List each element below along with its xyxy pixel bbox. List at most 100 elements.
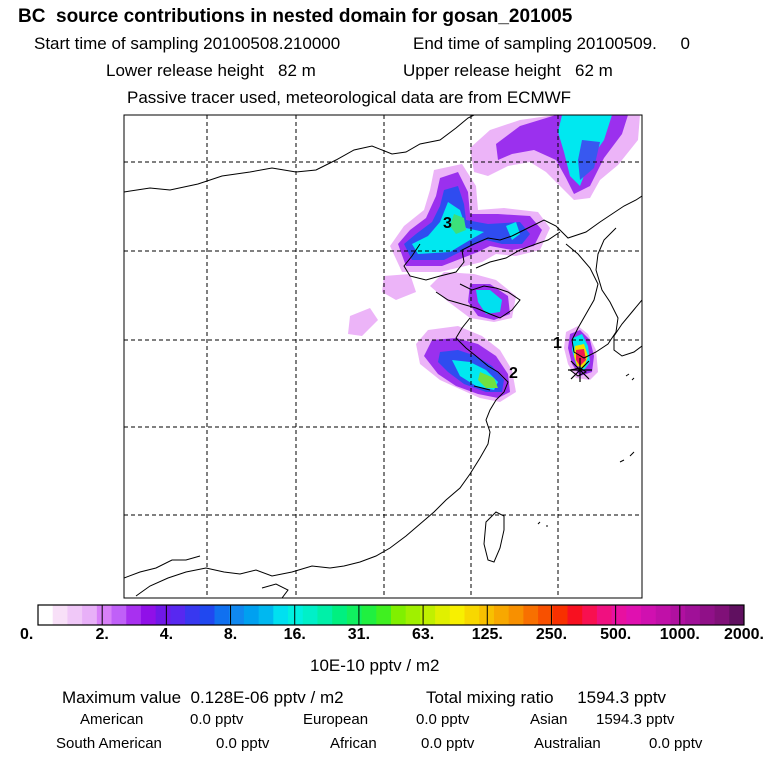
colorbar-cell: [243, 605, 260, 625]
region-value-australian: 0.0 pptv: [649, 735, 703, 752]
plume-3-cyan-east: [506, 222, 520, 240]
colorbar-cell: [685, 605, 701, 625]
colorbar-cell: [52, 605, 68, 625]
colorbar-cell: [626, 605, 642, 625]
colorbar-cell: [346, 605, 363, 625]
colorbar-cell: [611, 605, 627, 625]
plume-west-wisp: [348, 308, 378, 336]
source-label-3: 3: [443, 215, 452, 232]
map-frame: [123, 114, 643, 599]
colorbar-tick-label: 8.: [223, 626, 238, 643]
region-name-european: European: [303, 711, 369, 728]
korea-coast: [565, 227, 619, 359]
river-yangtze: [473, 385, 491, 391]
china-coast-north: [403, 235, 513, 281]
colorbar-cell: [67, 605, 83, 625]
lower-release-text: Lower release height 82 m: [106, 61, 316, 80]
total-mixing-value: 1594.3 pptv: [577, 688, 667, 707]
colorbar-cell: [199, 605, 215, 625]
china-korea-border: [511, 195, 642, 239]
plume-3-green: [450, 214, 466, 234]
coastline-layer: [124, 115, 642, 598]
region-value-american: 0.0 pptv: [190, 711, 244, 728]
tracer-note-text: Passive tracer used, meteorological data…: [127, 88, 572, 107]
colorbar-cell: [258, 605, 274, 625]
liaodong-coast: [475, 231, 561, 269]
region-value-european: 0.0 pptv: [416, 711, 470, 728]
colorbar-tick-label: 16.: [283, 626, 306, 643]
colorbar-cell: [126, 605, 142, 625]
hainan-outline: [261, 583, 289, 598]
colorbar-cell: [582, 605, 598, 625]
upper-release-text: Upper release height 62 m: [403, 61, 613, 80]
colorbar-cell: [567, 605, 583, 625]
colorbar-cell: [185, 605, 201, 625]
receptor-star-icon: [568, 358, 592, 382]
colorbar-cell: [508, 605, 524, 625]
colorbar-cell: [420, 605, 436, 625]
end-sampling-text: End time of sampling 20100509. 0: [413, 34, 690, 53]
vietnam-border: [124, 555, 201, 579]
region-value-african: 0.0 pptv: [421, 735, 475, 752]
region-name-australian: Australian: [534, 735, 601, 752]
colorbar-cell: [38, 605, 54, 625]
colorbar-cell: [552, 605, 568, 625]
total-mixing-label: Total mixing ratio: [426, 688, 554, 707]
plume-2-green: [478, 372, 498, 388]
colorbar-cell: [729, 605, 745, 625]
shandong-coast: [435, 283, 521, 319]
page-title: BC source contributions in nested domain…: [18, 6, 573, 27]
colorbar-cell: [405, 605, 421, 625]
colorbar-cell: [361, 605, 377, 625]
colorbar-cell: [332, 605, 348, 625]
plume-west-wisp-2: [382, 274, 416, 300]
colorbar-tick-label: 250.: [535, 626, 568, 643]
south-china-coast: [135, 565, 331, 597]
plume-1-red: [576, 349, 586, 366]
colorbar-tick-label: 1000.: [659, 626, 700, 643]
plume-north-blue: [578, 140, 600, 180]
colorbar-cell: [391, 605, 407, 625]
region-value-asian: 1594.3 pptv: [596, 711, 675, 728]
colorbar-tick-label: 2.: [95, 626, 109, 643]
colorbar-cell: [464, 605, 480, 625]
colorbar-cell: [699, 605, 716, 625]
region-name-asian: Asian: [530, 711, 568, 728]
colorbar-tick-label: 500.: [600, 626, 632, 643]
colorbar-cell: [111, 605, 127, 625]
colorbar-cell: [596, 605, 613, 625]
max-value-label: Maximum value: [62, 688, 182, 707]
colorbar-cell: [288, 605, 304, 625]
region-name-african: African: [330, 735, 377, 752]
colorbar-cell: [376, 605, 392, 625]
colorbar-tick-label: 125.: [471, 626, 503, 643]
total-mixing-text: Total mixing ratio 1594.3 pptv: [426, 689, 666, 706]
colorbar-cell: [449, 605, 466, 625]
colorbar-tick-label: 0.: [20, 626, 34, 643]
colorbar-cell: [140, 605, 157, 625]
plume-3-cyan: [412, 202, 484, 254]
colorbar-tick-label: 4.: [159, 626, 174, 643]
colorbar-cell: [273, 605, 289, 625]
start-sampling-text: Start time of sampling 20100508.210000: [34, 34, 341, 53]
region-name-american: American: [80, 711, 144, 728]
colorbar-units: 10E-10 pptv / m2: [310, 656, 440, 675]
taiwan-outline: [483, 511, 505, 563]
colorbar-cell: [229, 605, 245, 625]
colorbar-cell: [435, 605, 451, 625]
region-name-south-american: South American: [56, 735, 162, 752]
colorbar-tick-label: 63.: [411, 626, 435, 643]
colorbar-cell: [317, 605, 333, 625]
colorbar-cell: [214, 605, 230, 625]
colorbar-cell: [493, 605, 510, 625]
graticule: [124, 115, 642, 598]
ryukyu-islands: [537, 373, 635, 527]
plume-shandong-cyan: [476, 290, 502, 314]
colorbar-tick-label: 2000.: [723, 626, 764, 643]
source-label-2: 2: [509, 365, 518, 382]
colorbar-cell: [655, 605, 671, 625]
japan-coast: [613, 299, 642, 357]
colorbar-cell: [670, 605, 686, 625]
